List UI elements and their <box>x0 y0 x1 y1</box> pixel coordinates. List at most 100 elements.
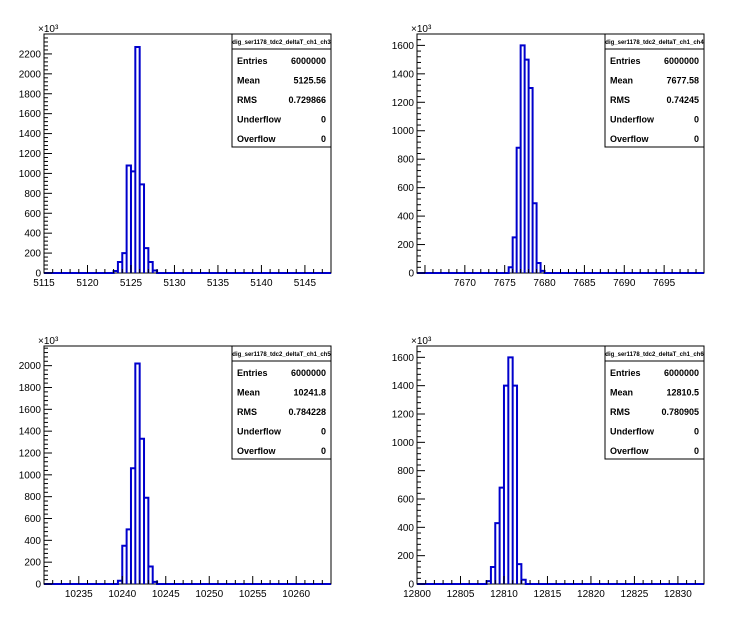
stats-label: Entries <box>237 368 268 378</box>
y-exponent-label: ×10³ <box>38 24 59 35</box>
x-tick-label: 12800 <box>403 589 431 600</box>
stats-box-frame <box>231 33 332 148</box>
histogram-series <box>417 44 704 274</box>
y-exponent-label: ×10³ <box>411 24 432 35</box>
histogram-series <box>44 362 331 585</box>
stats-value: 6000000 <box>291 56 326 66</box>
stats-title: dig_ser1178_tdc2_deltaT_ch1_ch5 <box>232 352 331 358</box>
stats-value: 6000000 <box>664 56 699 66</box>
y-tick-label: 0 <box>408 269 414 280</box>
stats-label: Entries <box>610 56 641 66</box>
y-tick-label: 1600 <box>19 405 42 416</box>
x-tick-label: 10245 <box>152 589 180 600</box>
x-tick-label: 10240 <box>108 589 136 600</box>
stats-label: Underflow <box>610 427 655 437</box>
y-tick-label: 1200 <box>392 98 415 109</box>
y-tick-label: 200 <box>397 240 414 251</box>
y-tick-label: 0 <box>408 580 414 591</box>
y-tick-label: 1200 <box>19 448 42 459</box>
stats-value: 6000000 <box>664 368 699 378</box>
x-tick-label: 7670 <box>454 278 477 289</box>
y-tick-label: 1200 <box>19 149 42 160</box>
x-tick-label: 7680 <box>533 278 556 289</box>
x-tick-label: 12805 <box>447 589 475 600</box>
stats-box-frame <box>604 345 705 460</box>
y-tick-label: 1000 <box>392 438 415 449</box>
stats-box: dig_ser1178_tdc2_deltaT_ch1_ch6 Entries 60… <box>604 345 705 460</box>
x-tick-label: 7695 <box>653 278 676 289</box>
stats-value: 0.729866 <box>288 95 326 105</box>
x-tick-label: 5140 <box>250 278 273 289</box>
histogram-panel-3: 10235 10240 10245 10250 10255 10260 0 200 400 600… <box>19 336 332 600</box>
y-tick-label: 1400 <box>392 381 415 392</box>
stats-value: 0 <box>694 115 699 125</box>
y-exponent-label: ×10³ <box>411 336 432 347</box>
stats-label: Mean <box>610 388 633 398</box>
stats-box-frame <box>604 33 705 148</box>
stats-value: 0 <box>321 134 326 144</box>
stats-label: Underflow <box>237 427 282 437</box>
stats-value: 10241.8 <box>293 388 326 398</box>
stats-value: 12810.5 <box>666 388 699 398</box>
y-tick-label: 800 <box>397 466 414 477</box>
x-tick-label: 12830 <box>664 589 692 600</box>
histogram-panel-1: 5115 5120 5125 5130 5135 5140 5145 0 200 400 600 80… <box>19 24 332 289</box>
y-tick-label: 1800 <box>19 383 42 394</box>
x-tick-label: 7675 <box>494 278 517 289</box>
x-tick-label: 12825 <box>621 589 649 600</box>
y-tick-label: 2200 <box>19 49 42 60</box>
y-tick-label: 1000 <box>19 169 42 180</box>
x-tick-label: 5145 <box>294 278 317 289</box>
x-tick-label: 12815 <box>534 589 562 600</box>
histogram-series <box>417 356 704 585</box>
x-tick-label: 7690 <box>613 278 636 289</box>
stats-label: Mean <box>610 76 633 86</box>
x-tick-label: 5120 <box>76 278 99 289</box>
x-tick-label: 5115 <box>33 278 55 289</box>
x-tick-label: 12810 <box>490 589 518 600</box>
stats-label: Overflow <box>610 446 650 456</box>
stats-title: dig_ser1178_tdc2_deltaT_ch1_ch6 <box>605 352 704 358</box>
y-tick-label: 0 <box>35 580 41 591</box>
y-tick-label: 2000 <box>19 361 42 372</box>
stats-label: Entries <box>610 368 641 378</box>
y-tick-label: 200 <box>24 558 41 569</box>
stats-value: 5125.56 <box>293 76 326 86</box>
x-tick-label: 10250 <box>195 589 223 600</box>
stats-box: dig_ser1178_tdc2_deltaT_ch1_ch4 Entries 60… <box>604 33 705 148</box>
histogram-series <box>44 45 331 274</box>
y-tick-label: 400 <box>397 523 414 534</box>
y-tick-label: 800 <box>24 189 41 200</box>
stats-box-frame <box>231 345 332 460</box>
stats-value: 0.74245 <box>666 95 699 105</box>
y-tick-label: 200 <box>397 551 414 562</box>
x-tick-label: 10255 <box>239 589 267 600</box>
y-tick-label: 1400 <box>19 129 42 140</box>
y-tick-label: 1800 <box>19 89 42 100</box>
stats-value: 0 <box>321 115 326 125</box>
y-tick-label: 400 <box>397 212 414 223</box>
stats-label: Underflow <box>610 115 655 125</box>
stats-label: Mean <box>237 76 260 86</box>
y-tick-label: 800 <box>397 155 414 166</box>
y-tick-label: 0 <box>35 269 41 280</box>
y-tick-label: 1600 <box>19 109 42 120</box>
stats-label: RMS <box>237 95 257 105</box>
histogram-panel-2: 7670 7675 7680 7685 7690 7695 0 200 400 600 800 100… <box>392 24 705 289</box>
y-tick-label: 200 <box>24 249 41 260</box>
x-tick-label: 5125 <box>120 278 143 289</box>
stats-label: Mean <box>237 388 260 398</box>
stats-label: Overflow <box>237 446 277 456</box>
histogram-panel-4: 12800 12805 12810 12815 12820 12825 12830 0 200 4… <box>392 336 705 600</box>
stats-title: dig_ser1178_tdc2_deltaT_ch1_ch3 <box>232 40 331 46</box>
x-tick-label: 5135 <box>207 278 230 289</box>
x-tick-label: 12820 <box>577 589 605 600</box>
x-tick-label: 10260 <box>282 589 310 600</box>
y-tick-label: 1400 <box>392 69 415 80</box>
stats-value: 7677.58 <box>666 76 699 86</box>
y-tick-label: 2000 <box>19 69 42 80</box>
stats-label: Entries <box>237 56 268 66</box>
y-tick-label: 400 <box>24 229 41 240</box>
stats-title: dig_ser1178_tdc2_deltaT_ch1_ch4 <box>605 40 704 46</box>
stats-value: 0 <box>694 427 699 437</box>
